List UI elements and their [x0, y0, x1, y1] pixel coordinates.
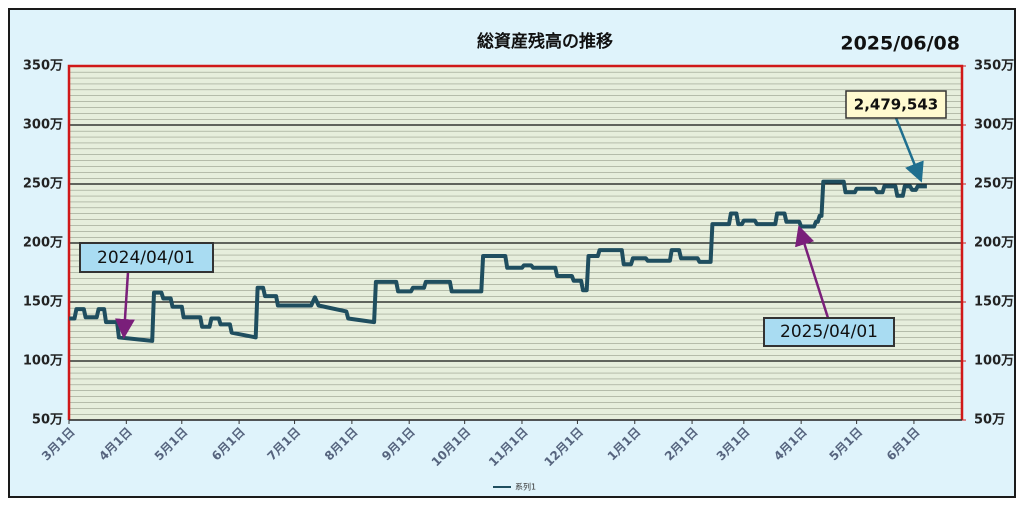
y2-tick-label: 100万	[974, 354, 1014, 369]
y2-tick-label: 150万	[974, 295, 1014, 310]
y-tick-label: 300万	[23, 118, 63, 133]
annotation-box	[763, 317, 895, 347]
marks	[69, 179, 927, 343]
y-tick-label: 100万	[23, 354, 63, 369]
annotation: 2024/04/01	[97, 248, 195, 268]
y-tick-label: 350万	[23, 59, 63, 74]
annotation-box	[79, 242, 214, 273]
y-tick-label: 200万	[23, 236, 63, 251]
y-tick-label: 150万	[23, 295, 63, 310]
annotation: 2025/04/01	[780, 322, 878, 342]
annotation-arrow	[114, 271, 135, 339]
y2-tick-label: 50万	[974, 413, 1005, 428]
annotation: 2,479,543	[854, 96, 938, 114]
annotation-arrow	[894, 117, 924, 183]
y2-tick-label: 350万	[974, 59, 1014, 74]
y-tick-label: 50万	[32, 413, 63, 428]
annotation-box	[845, 90, 947, 119]
date-label: 2025/06/08	[840, 33, 960, 55]
legend: 系列1	[493, 482, 536, 492]
series-line	[69, 179, 927, 343]
legend-label: 系列1	[515, 482, 536, 492]
chart-title: 総資産残高の推移	[477, 31, 613, 52]
y2-tick-label: 300万	[974, 118, 1014, 133]
y2-tick-label: 250万	[974, 177, 1014, 192]
y-tick-label: 250万	[23, 177, 63, 192]
y2-tick-label: 200万	[974, 236, 1014, 251]
annotation-arrow	[795, 225, 830, 319]
